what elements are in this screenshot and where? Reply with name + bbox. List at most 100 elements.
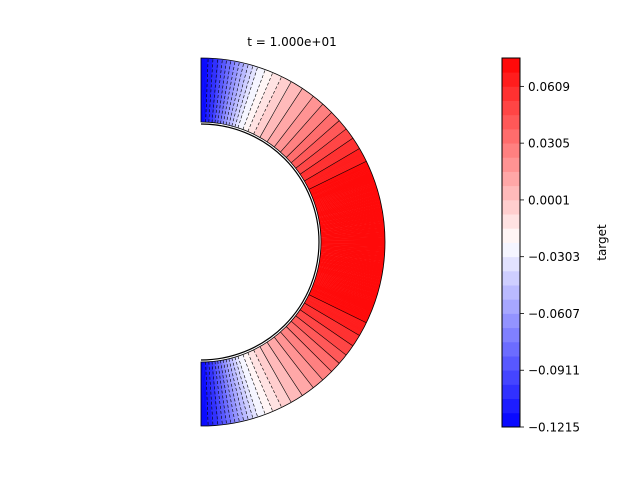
contour-fill-segment	[316, 272, 379, 292]
contour-fill-segment	[302, 143, 358, 179]
contour-fill-segment	[303, 303, 359, 339]
contour-fill-segment	[273, 337, 314, 390]
colorbar-band	[502, 370, 520, 385]
contour-line	[220, 60, 232, 124]
contour-fill-segment	[290, 321, 339, 366]
contour-line	[242, 69, 266, 130]
contour-fill-segment	[221, 359, 235, 424]
contour-line	[308, 161, 367, 190]
contour-fill-segment	[226, 358, 243, 422]
colorbar-bands	[502, 58, 520, 428]
contour-fill-segment	[260, 345, 294, 403]
contour-fill-segment	[209, 58, 216, 123]
contour-fill-segment	[304, 301, 362, 335]
contour-fill-segment	[290, 118, 339, 163]
contour-fill-segment	[256, 347, 288, 406]
contour-fill-segment	[282, 328, 328, 377]
contour-fill-segment	[317, 267, 381, 284]
contour-fill-segment	[240, 354, 265, 416]
contour-fill-segment	[314, 180, 376, 204]
contour-fill-segment	[261, 344, 296, 401]
contour-fill-segment	[308, 293, 368, 323]
chart-title: t = 1.000e+01	[247, 35, 336, 49]
contour-line	[228, 62, 245, 126]
contour-fill-segment	[209, 361, 216, 426]
contour-line	[259, 346, 292, 403]
contour-fill-segment	[220, 360, 234, 424]
contour-line	[208, 361, 214, 426]
contour-fill-segment	[284, 109, 331, 157]
contour-fill-segment	[234, 65, 255, 128]
contour-fill-segment	[320, 243, 385, 247]
colorbar-tick-label: −0.1215	[528, 421, 580, 435]
contour-fill-segment	[309, 162, 368, 192]
contour-line	[266, 341, 303, 396]
contour-fill-segment	[238, 355, 262, 417]
colorbar: −0.1215 −0.0911 −0.0607 −0.0303 0.0001 0.0305…	[501, 57, 609, 435]
contour-fill-segment	[275, 335, 317, 387]
colorbar-band	[502, 327, 520, 343]
contour-fill-segment	[253, 349, 284, 408]
contour-fill-segment	[286, 325, 334, 372]
contour-fill-segment	[245, 71, 272, 132]
contour-fill-segment	[263, 343, 299, 399]
contour-fill-segment	[229, 358, 248, 421]
contour-fill-segment	[311, 168, 371, 196]
colorbar-tick-label: −0.0303	[528, 250, 580, 264]
contour-fill-segment	[257, 347, 289, 405]
contour-fill-segment	[320, 238, 385, 242]
colorbar-band	[502, 199, 520, 215]
contour-fill-segment	[264, 85, 300, 141]
contour-fill-segment	[268, 89, 306, 144]
contour-fill-segment	[252, 75, 282, 135]
contour-fill-segment	[258, 80, 291, 138]
colorbar-band	[502, 58, 520, 73]
contour-line	[237, 356, 258, 418]
contour-line	[234, 65, 254, 127]
contour-fill-segment	[318, 206, 382, 221]
contour-fill-segment	[319, 257, 384, 268]
contour-line	[299, 137, 354, 175]
contour-fill-segment	[210, 58, 218, 123]
contour-fill-segment	[317, 268, 381, 286]
contour-line	[286, 326, 332, 372]
contour-fill-segment	[319, 216, 384, 227]
contour-fill-segment	[303, 302, 360, 337]
contour-line	[299, 309, 354, 347]
contour-fill-segment	[306, 297, 365, 329]
contour-fill-segment	[315, 184, 377, 207]
contour-fill-segment	[283, 328, 329, 376]
contour-fill-segment	[250, 350, 279, 410]
contour-line	[234, 357, 254, 419]
contour-fill-segment	[276, 98, 319, 150]
contour-fill-segment	[201, 361, 205, 426]
contour-fill-segment	[215, 59, 226, 124]
contour-fill-segment	[236, 356, 259, 418]
contour-fill-segment	[202, 361, 206, 426]
contour-fill-segment	[310, 289, 370, 317]
contour-fill-segment	[281, 106, 327, 155]
contour-fill-segment	[265, 342, 302, 398]
contour-fill-segment	[252, 349, 282, 409]
contour-fill-segment	[271, 338, 311, 391]
contour-fill-segment	[316, 194, 380, 213]
contour-fill-segment	[301, 140, 356, 177]
contour-fill-segment	[293, 124, 345, 167]
contour-fill-segment	[315, 188, 378, 209]
contour-fill-segment	[319, 256, 384, 267]
contour-fill-segment	[212, 58, 221, 123]
colorbar-band	[502, 86, 520, 101]
contour-fill-segment	[298, 133, 351, 173]
contour-fill-segment	[220, 60, 234, 124]
colorbar-tick-label: 0.0609	[528, 80, 570, 94]
contour-fill-segment	[320, 235, 385, 239]
contour-fill-segment	[309, 291, 369, 320]
contour-fill-segment	[254, 348, 285, 407]
contour-fill-segment	[320, 221, 385, 230]
contour-line	[253, 349, 282, 408]
contour-fill-segment	[304, 148, 361, 183]
contour-fill-segment	[227, 62, 245, 126]
contour-fill-segment	[320, 232, 385, 237]
contour-fill-segment	[248, 351, 276, 411]
contour-fill-segment	[320, 229, 385, 235]
